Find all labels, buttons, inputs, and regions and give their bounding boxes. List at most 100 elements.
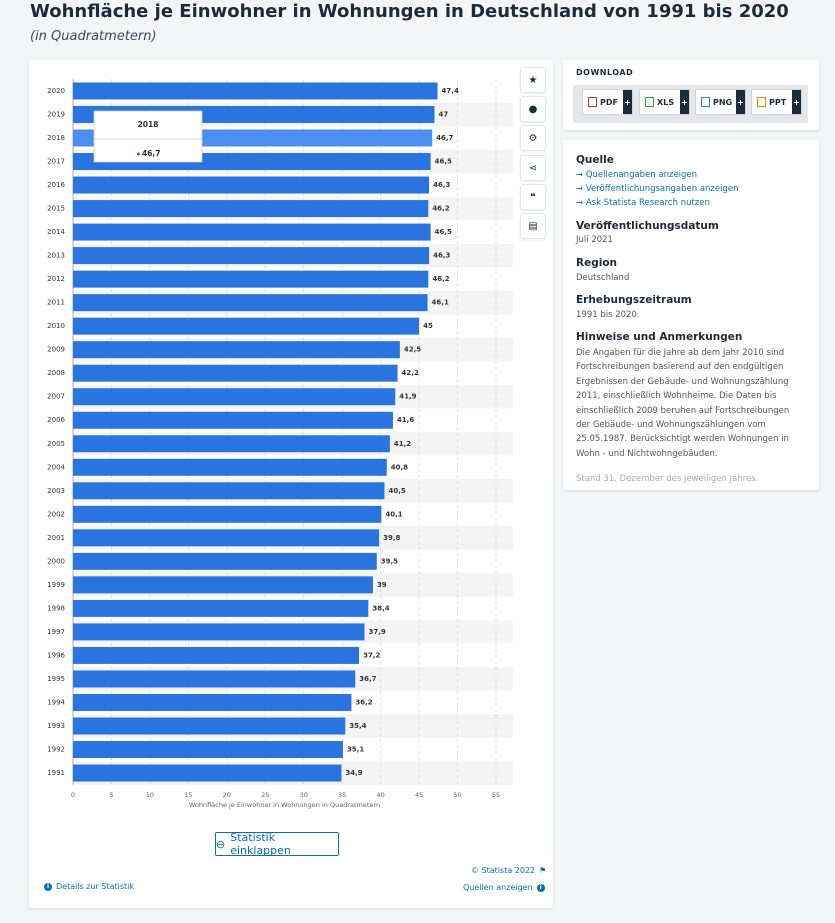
notes-text: Die Angaben für die Jahre ab dem Jahr 20… bbox=[576, 346, 789, 461]
bar bbox=[73, 270, 429, 288]
value-label: 42,2 bbox=[402, 369, 419, 377]
bar bbox=[73, 646, 360, 664]
value-label: 39,8 bbox=[383, 534, 400, 542]
source-heading: Quelle bbox=[576, 154, 614, 166]
x-axis-label: Wohnfläche je Einwohner in Wohnungen in … bbox=[189, 801, 380, 809]
value-label: 34,9 bbox=[345, 769, 362, 777]
notes-line: der Gebäude- und Wohnungszählungen vom bbox=[576, 420, 766, 431]
value-label: 40,5 bbox=[388, 487, 405, 495]
y-tick-label: 2011 bbox=[47, 299, 65, 307]
pdf-button[interactable]: PDF + bbox=[582, 89, 633, 115]
bar bbox=[73, 294, 428, 312]
x-tick-label: 10 bbox=[146, 791, 154, 799]
bar bbox=[73, 411, 393, 429]
png-button[interactable]: PNG + bbox=[695, 89, 746, 115]
value-label: 41,6 bbox=[397, 416, 414, 424]
value-label: 47 bbox=[438, 110, 448, 118]
print-button[interactable]: ▤ bbox=[520, 213, 546, 239]
bar bbox=[73, 599, 369, 617]
value-label: 36,2 bbox=[355, 698, 372, 706]
value-label: 35,4 bbox=[349, 722, 366, 730]
bar bbox=[73, 82, 438, 100]
region-text: Deutschland bbox=[576, 273, 630, 283]
cite-button[interactable]: ❝ bbox=[520, 184, 546, 210]
bar bbox=[73, 623, 365, 641]
source-link[interactable]: ➞ Ask Statista Research nutzen bbox=[576, 198, 710, 208]
y-tick-label: 2016 bbox=[47, 181, 65, 189]
value-label: 47,4 bbox=[442, 87, 459, 95]
xls-label: XLS bbox=[657, 97, 675, 107]
sources-link[interactable]: Quellen anzeigen i bbox=[463, 883, 545, 892]
y-tick-label: 2019 bbox=[47, 110, 65, 118]
png-label: PNG bbox=[713, 97, 733, 107]
value-label: 40,1 bbox=[385, 510, 402, 518]
y-tick-label: 1999 bbox=[47, 581, 65, 589]
collapse-label: Statistik einklappen bbox=[230, 831, 291, 857]
page-title: Wohnfläche je Einwohner in Wohnungen in … bbox=[30, 1, 789, 22]
link-text: Ask Statista Research nutzen bbox=[585, 198, 710, 208]
value-label: 46,2 bbox=[432, 275, 449, 283]
value-label: 46,1 bbox=[432, 299, 449, 307]
share-button[interactable]: ⋖ bbox=[520, 155, 546, 181]
plus: + bbox=[680, 90, 689, 114]
x-tick-label: 0 bbox=[71, 791, 75, 799]
value-label: 38,4 bbox=[372, 604, 389, 612]
bar bbox=[73, 223, 431, 241]
copyright-link[interactable]: © Statista 2022 ⚑ bbox=[471, 866, 546, 875]
bar bbox=[73, 388, 396, 406]
bar bbox=[73, 341, 400, 359]
bar bbox=[73, 482, 385, 500]
value-label: 41,2 bbox=[394, 440, 411, 448]
settings-button[interactable]: ⚙ bbox=[520, 125, 546, 151]
notes-line: 2011, einschließlich Wohnheime. Die Date… bbox=[576, 391, 777, 402]
tooltip bbox=[93, 110, 203, 163]
y-tick-label: 1997 bbox=[47, 628, 65, 636]
bar bbox=[73, 576, 373, 594]
x-tick-label: 30 bbox=[300, 791, 308, 799]
info-icon: i bbox=[44, 882, 52, 891]
notes-more: Stand 31. Dezember des jeweiligen Jahres… bbox=[576, 474, 759, 484]
favorite-button[interactable]: ★ bbox=[520, 67, 546, 93]
y-tick-label: 2015 bbox=[47, 205, 65, 213]
details-link[interactable]: i Details zur Statistik bbox=[44, 882, 134, 891]
x-tick-label: 25 bbox=[261, 791, 269, 799]
ppt-button[interactable]: PPT + bbox=[751, 89, 802, 115]
notes-line: Fortschreibungen basierend auf den endgü… bbox=[576, 362, 784, 373]
y-tick-label: 1993 bbox=[47, 722, 65, 730]
y-tick-label: 2001 bbox=[47, 534, 65, 542]
bar bbox=[73, 458, 387, 476]
y-tick-label: 1998 bbox=[47, 604, 65, 612]
value-label: 36,7 bbox=[359, 675, 376, 683]
xls-button[interactable]: XLS + bbox=[639, 89, 690, 115]
y-tick-label: 1991 bbox=[47, 769, 65, 777]
bar bbox=[73, 435, 390, 453]
png-icon bbox=[701, 97, 710, 107]
y-tick-label: 1994 bbox=[47, 698, 65, 706]
x-tick-label: 35 bbox=[338, 791, 346, 799]
value-label: 46,3 bbox=[433, 181, 450, 189]
x-tick-label: 20 bbox=[223, 791, 231, 799]
source-link[interactable]: ➞ Veröffentlichungsangaben anzeigen bbox=[576, 184, 739, 194]
period-heading: Erhebungszeitraum bbox=[576, 294, 692, 306]
value-label: 39 bbox=[377, 581, 387, 589]
collapse-button[interactable]: ⊖ Statistik einklappen bbox=[215, 831, 339, 857]
x-tick-label: 40 bbox=[376, 791, 384, 799]
y-tick-label: 1992 bbox=[47, 746, 65, 754]
value-label: 41,9 bbox=[399, 393, 416, 401]
alert-button[interactable]: ● bbox=[520, 96, 546, 122]
pdf-icon bbox=[588, 97, 597, 107]
link-text: Quellenangaben anzeigen bbox=[585, 170, 698, 180]
bar bbox=[73, 693, 352, 711]
y-tick-label: 2006 bbox=[47, 416, 65, 424]
notes-line: Ergebnissen der Gebäude- und Wohnungszäh… bbox=[576, 376, 789, 387]
page-subtitle: (in Quadratmetern) bbox=[30, 29, 157, 44]
value-label: 46,7 bbox=[436, 134, 453, 142]
y-tick-label: 2004 bbox=[47, 463, 65, 471]
bar bbox=[73, 717, 346, 735]
value-label: 46,5 bbox=[435, 228, 452, 236]
y-tick-label: 2009 bbox=[47, 346, 65, 354]
notes-line: Wohn - und Nichtwohngebäuden. bbox=[576, 448, 718, 459]
notes-line: Die Angaben für die Jahre ab dem Jahr 20… bbox=[576, 348, 785, 358]
source-link[interactable]: ➞ Quellenangaben anzeigen bbox=[576, 170, 698, 180]
